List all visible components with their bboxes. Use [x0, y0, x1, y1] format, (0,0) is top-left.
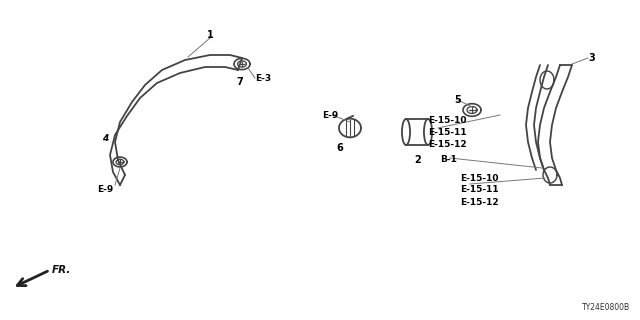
- Text: 1: 1: [207, 30, 213, 40]
- Text: 7: 7: [237, 77, 243, 87]
- Text: TY24E0800B: TY24E0800B: [582, 303, 630, 313]
- Text: E-15-12: E-15-12: [460, 197, 499, 206]
- Text: E-15-11: E-15-11: [460, 186, 499, 195]
- Text: 5: 5: [454, 95, 461, 105]
- Text: E-9: E-9: [97, 186, 113, 195]
- Text: E-3: E-3: [255, 74, 271, 83]
- Text: E-15-11: E-15-11: [428, 127, 467, 137]
- Text: E-15-10: E-15-10: [460, 173, 499, 182]
- Text: E-15-12: E-15-12: [428, 140, 467, 148]
- Text: E-15-10: E-15-10: [428, 116, 467, 124]
- Text: E-9: E-9: [322, 110, 339, 119]
- Text: 3: 3: [589, 53, 595, 63]
- Text: 2: 2: [415, 155, 421, 165]
- Text: 4: 4: [102, 133, 108, 142]
- Text: 6: 6: [337, 143, 344, 153]
- Text: B-1: B-1: [440, 156, 457, 164]
- Text: FR.: FR.: [52, 265, 72, 275]
